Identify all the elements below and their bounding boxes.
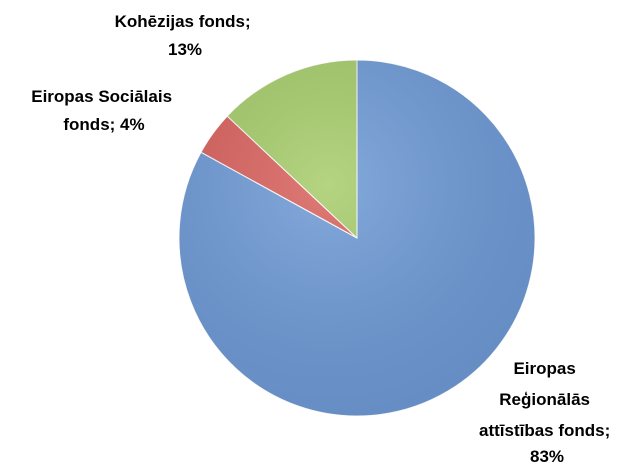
slice-label-cf: Kohēzijas fonds; 13% [115,12,256,59]
slice-label-esf: Eiropas Sociālais fonds; 4% [31,87,177,134]
slice-label-erdf: Eiropas Reģionālās attīstības fonds; 83% [479,359,615,466]
pie-slices [179,60,535,416]
